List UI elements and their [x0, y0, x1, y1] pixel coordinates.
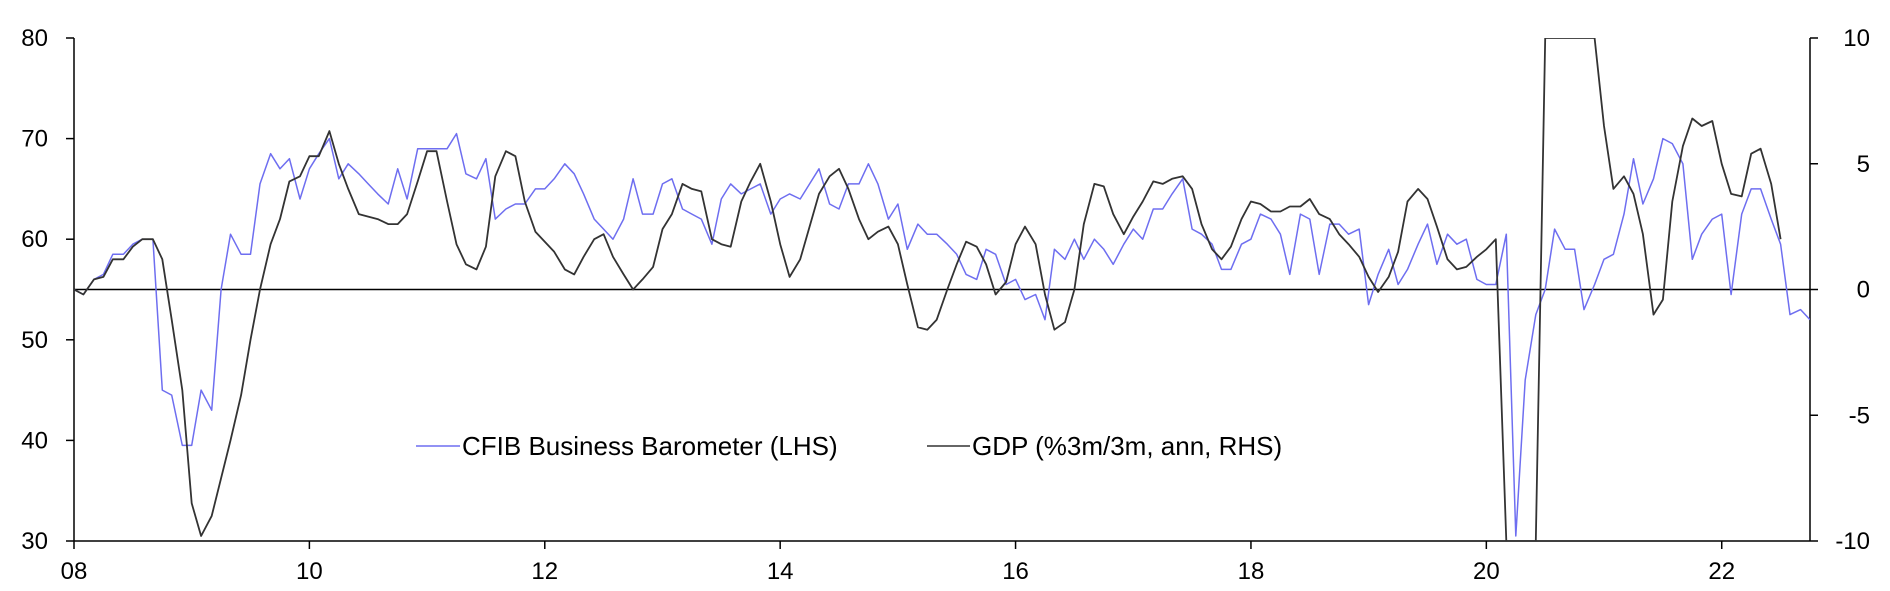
- right-tick-label: -10: [1835, 528, 1870, 555]
- left-tick-label: 70: [21, 126, 48, 153]
- left-tick-label: 30: [21, 528, 48, 555]
- x-tick-label: 16: [1002, 558, 1029, 585]
- legend: CFIB Business Barometer (LHS) GDP (%3m/3…: [416, 431, 1282, 461]
- left-tick-label: 80: [21, 25, 48, 52]
- legend-label-cfib: CFIB Business Barometer (LHS): [462, 431, 838, 461]
- x-tick-label: 18: [1238, 558, 1265, 585]
- right-tick-label: -5: [1849, 402, 1870, 429]
- series-line-gdp: [74, 38, 1782, 541]
- left-tick-label: 40: [21, 427, 48, 454]
- x-tick-label: 20: [1473, 558, 1500, 585]
- x-tick-label: 12: [531, 558, 558, 585]
- series-line-cfib: [74, 132, 1810, 537]
- x-tick-label: 08: [61, 558, 88, 585]
- axes: 30 40 50 60 70 80 -10 -5 0 5 10 08 10 12 14 16 18 20 22: [21, 25, 1870, 585]
- right-tick-label: 0: [1857, 277, 1870, 304]
- x-tick-label: 10: [296, 558, 323, 585]
- series-group: [74, 38, 1810, 541]
- x-tick-label: 14: [767, 558, 794, 585]
- left-tick-label: 50: [21, 327, 48, 354]
- right-tick-label: 5: [1857, 151, 1870, 178]
- right-tick-label: 10: [1843, 25, 1870, 52]
- legend-label-gdp: GDP (%3m/3m, ann, RHS): [972, 431, 1282, 461]
- left-tick-label: 60: [21, 226, 48, 253]
- x-tick-label: 22: [1708, 558, 1735, 585]
